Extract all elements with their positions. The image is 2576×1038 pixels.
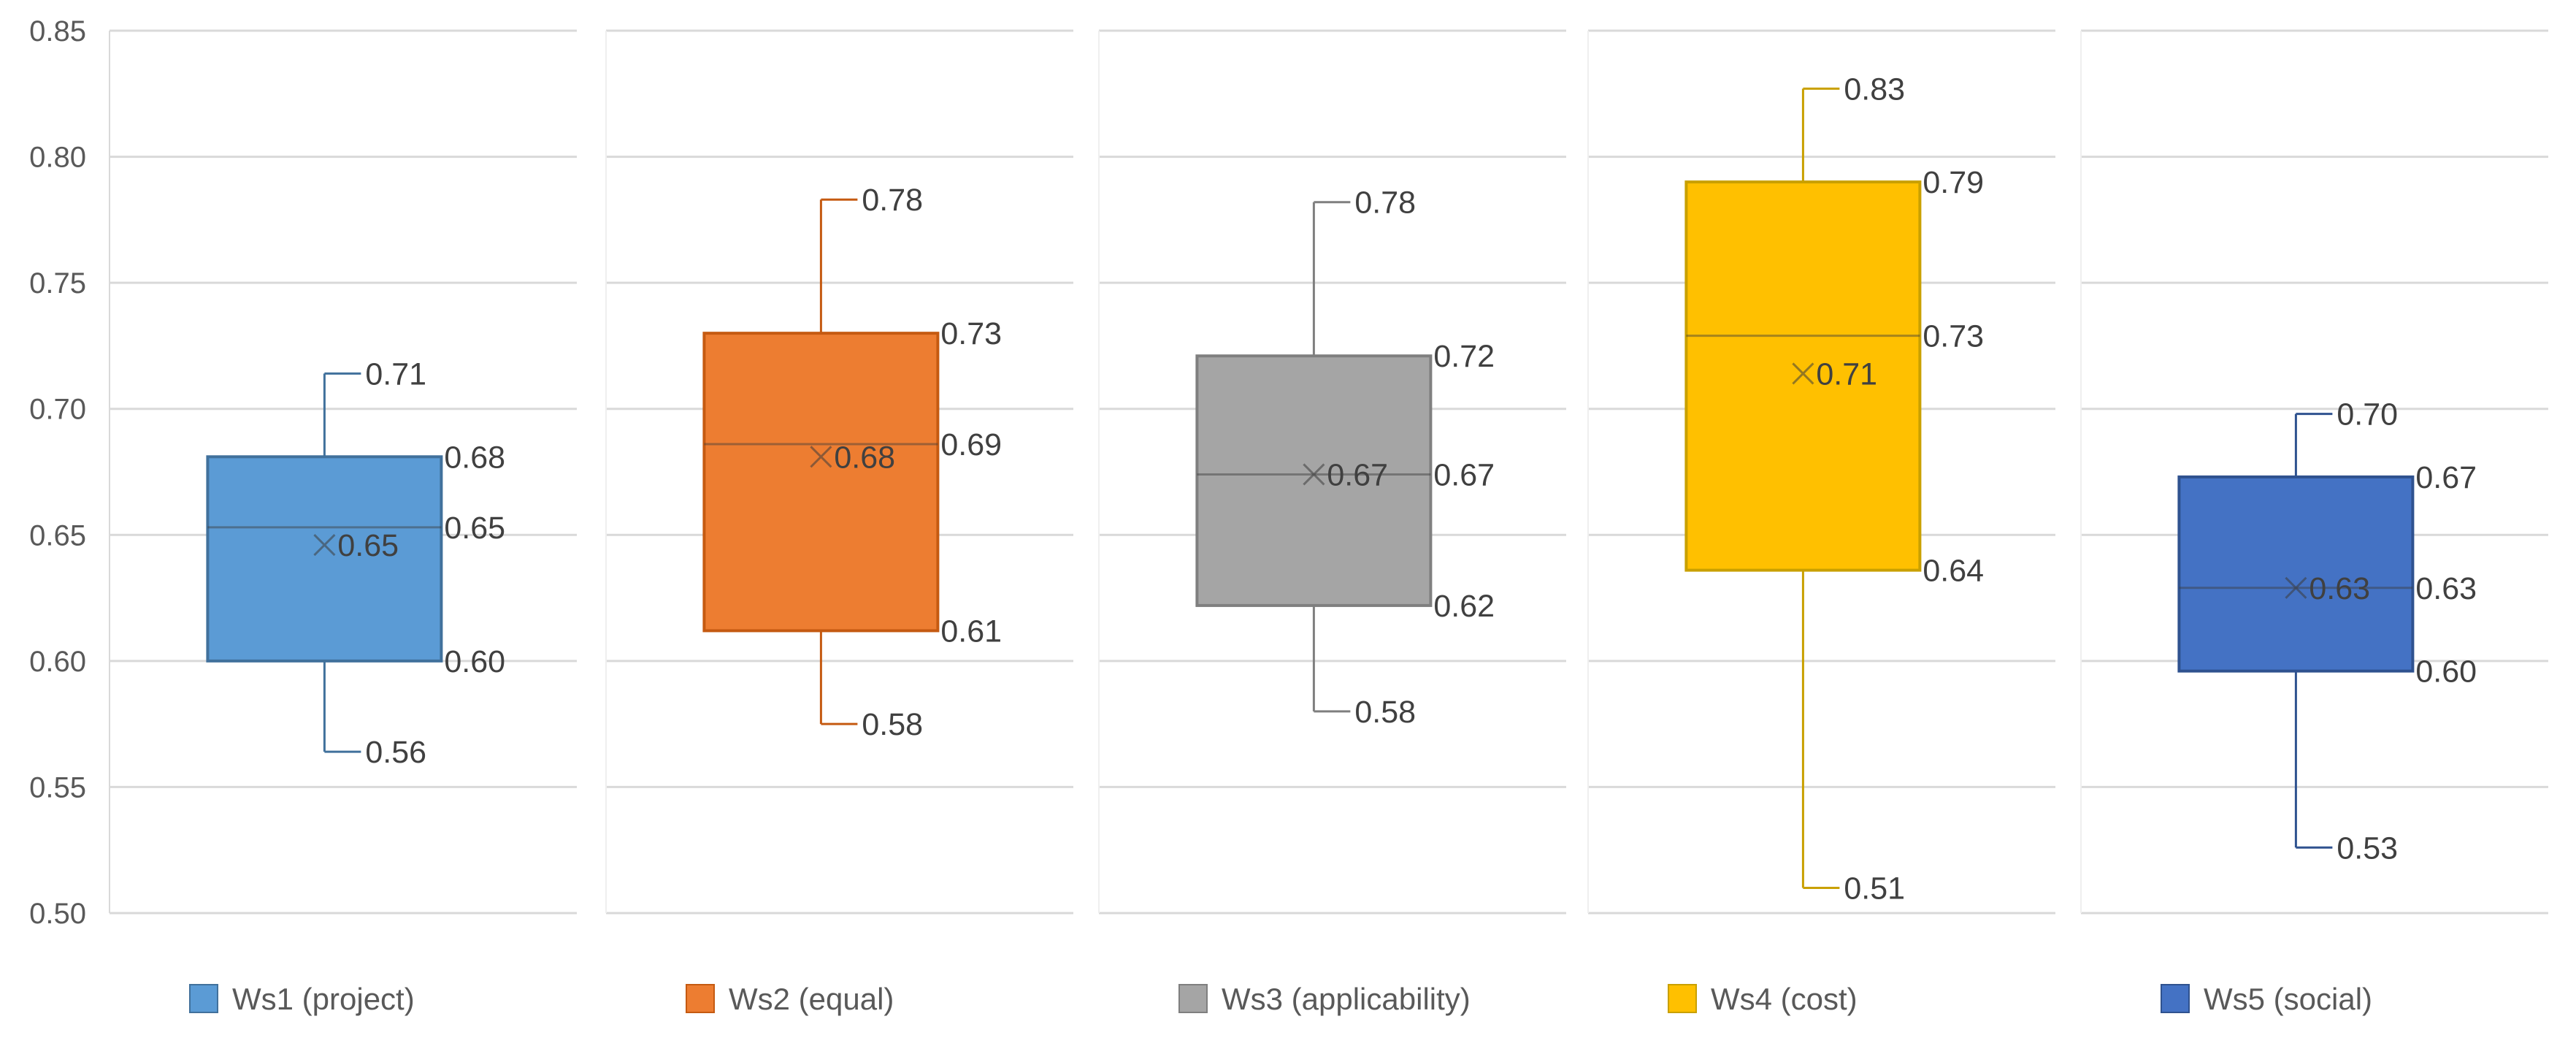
mean-marker [1303, 463, 1325, 486]
legend-swatch [189, 984, 218, 1013]
box-iqr [1684, 180, 1922, 572]
legend-item-2[interactable]: Ws2 (equal) [686, 982, 894, 1016]
y-tick-label: 0.80 [29, 142, 86, 174]
box-series-1: 0.71 0.56 0.68 0.60 0.65 0.65 [206, 356, 505, 770]
y-tick-label: 0.85 [29, 15, 86, 47]
y-tick-label: 0.55 [29, 771, 86, 804]
legend-swatch [1668, 984, 1697, 1013]
legend-label: Ws5 (social) [2204, 982, 2372, 1016]
data-label-q1: 0.62 [1433, 589, 1495, 624]
box-iqr [702, 332, 940, 633]
data-label-max: 0.78 [1354, 186, 1416, 221]
mean-marker [810, 446, 832, 468]
legend-swatch [2161, 984, 2190, 1013]
legend-item-3[interactable]: Ws3 (applicability) [1178, 982, 1471, 1016]
data-label-q1: 0.60 [2415, 655, 2477, 690]
y-tick-label: 0.50 [29, 898, 86, 930]
box-iqr [206, 455, 443, 663]
data-label-q3: 0.68 [444, 440, 505, 475]
legend-label: Ws2 (equal) [729, 982, 894, 1016]
data-label-min: 0.51 [1844, 871, 1905, 906]
data-label-mean: 0.67 [1327, 457, 1388, 492]
data-label-mean: 0.68 [834, 440, 895, 475]
data-label-mean: 0.63 [2309, 571, 2370, 606]
data-label-median: 0.69 [940, 427, 1002, 462]
data-label-median: 0.73 [1923, 319, 1984, 354]
y-tick-label: 0.65 [29, 519, 86, 552]
boxes: 0.71 0.56 0.68 0.60 0.65 0.65 0.78 0.58 0.73 0.61… [206, 72, 2477, 906]
data-label-min: 0.53 [2337, 831, 2398, 866]
box-series-5: 0.70 0.53 0.67 0.60 0.63 0.63 [2177, 397, 2477, 866]
box-iqr [1195, 354, 1433, 607]
box-series-2: 0.78 0.58 0.73 0.61 0.69 0.68 [702, 183, 1002, 742]
box-iqr [2177, 475, 2415, 673]
legend: Ws1 (project) Ws2 (equal) Ws3 (applicabili… [189, 982, 2372, 1016]
data-label-mean: 0.65 [337, 528, 399, 563]
data-label-max: 0.71 [365, 356, 426, 392]
data-label-max: 0.78 [862, 183, 923, 218]
mean-marker [1792, 362, 1814, 385]
legend-swatch [1178, 984, 1208, 1013]
data-label-min: 0.56 [365, 735, 426, 770]
legend-item-4[interactable]: Ws4 (cost) [1668, 982, 1858, 1016]
data-label-min: 0.58 [1354, 695, 1416, 730]
data-label-mean: 0.71 [1816, 356, 1877, 392]
legend-item-5[interactable]: Ws5 (social) [2161, 982, 2372, 1016]
mean-marker [313, 534, 336, 557]
data-label-q3: 0.72 [1433, 339, 1495, 374]
y-tick-label: 0.60 [29, 646, 86, 678]
legend-label: Ws3 (applicability) [1222, 982, 1471, 1016]
data-label-q3: 0.79 [1923, 165, 1984, 200]
y-axis: 0.50 0.55 0.60 0.65 0.70 0.75 0.80 0.85 [29, 15, 2082, 930]
data-label-max: 0.70 [2337, 397, 2398, 432]
data-label-median: 0.63 [2415, 571, 2477, 606]
box-series-4: 0.83 0.51 0.79 0.64 0.73 0.71 [1684, 72, 1984, 906]
data-label-q1: 0.60 [444, 644, 505, 679]
y-tick-label: 0.75 [29, 267, 86, 299]
data-label-q1: 0.61 [940, 614, 1002, 649]
box-series-3: 0.78 0.58 0.72 0.62 0.67 0.67 [1195, 186, 1495, 730]
legend-item-1[interactable]: Ws1 (project) [189, 982, 415, 1016]
legend-swatch [686, 984, 715, 1013]
mean-marker [2285, 576, 2307, 599]
data-label-max: 0.83 [1844, 72, 1905, 107]
data-label-min: 0.58 [862, 707, 923, 742]
data-label-median: 0.65 [444, 511, 505, 546]
data-label-median: 0.67 [1433, 457, 1495, 492]
data-label-q3: 0.73 [940, 316, 1002, 351]
legend-label: Ws1 (project) [232, 982, 415, 1016]
gridlines [110, 29, 2548, 915]
y-tick-label: 0.70 [29, 394, 86, 426]
legend-label: Ws4 (cost) [1711, 982, 1858, 1016]
data-label-q1: 0.64 [1923, 554, 1984, 589]
data-label-q3: 0.67 [2415, 460, 2477, 495]
